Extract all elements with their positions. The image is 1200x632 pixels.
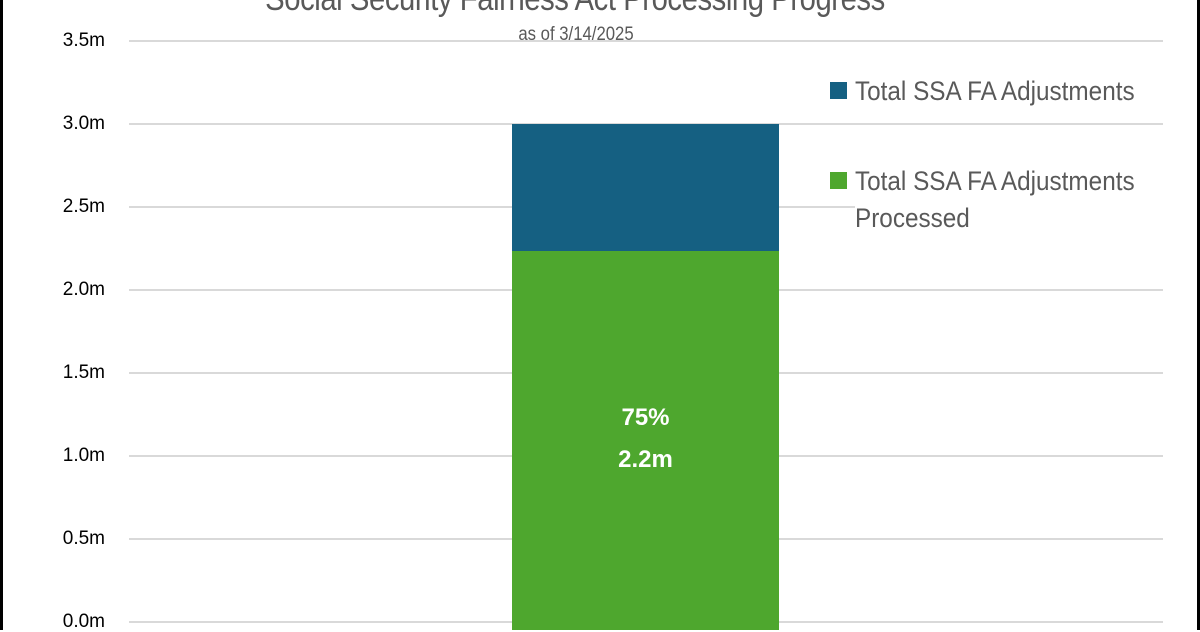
y-tick-label: 1.5m: [62, 362, 105, 383]
gridline-3-5: [129, 40, 1163, 42]
right-border: [1197, 0, 1200, 630]
legend-swatch-blue-icon: [830, 82, 847, 99]
legend-label: Total SSA FA Adjustments Processed: [855, 163, 1175, 237]
bar-total-adjustments: [512, 124, 779, 251]
chart-subtitle: as of 3/14/2025: [518, 24, 634, 45]
y-tick-label: 0.5m: [62, 528, 105, 549]
y-tick-label: 3.0m: [62, 113, 105, 134]
bar-processed-adjustments: [512, 251, 779, 630]
legend-label: Total SSA FA Adjustments: [855, 73, 1179, 110]
chart-title: Social Security Fairness Act Processing …: [81, 0, 1070, 19]
y-tick-label: 2.5m: [62, 196, 105, 217]
y-tick-label: 1.0m: [62, 445, 105, 466]
y-tick-label: 2.0m: [62, 279, 105, 300]
left-border: [0, 0, 3, 630]
bar-percent-label: 75%: [621, 404, 670, 431]
bar-value-label: 2.2m: [618, 446, 673, 473]
legend-swatch-green-icon: [830, 172, 847, 189]
legend-item-processed: Total SSA FA Adjustments Processed: [830, 163, 1200, 237]
y-tick-label: 3.5m: [62, 30, 105, 51]
y-tick-label: 0.0m: [62, 611, 105, 632]
legend-item-total: Total SSA FA Adjustments: [830, 73, 1200, 110]
